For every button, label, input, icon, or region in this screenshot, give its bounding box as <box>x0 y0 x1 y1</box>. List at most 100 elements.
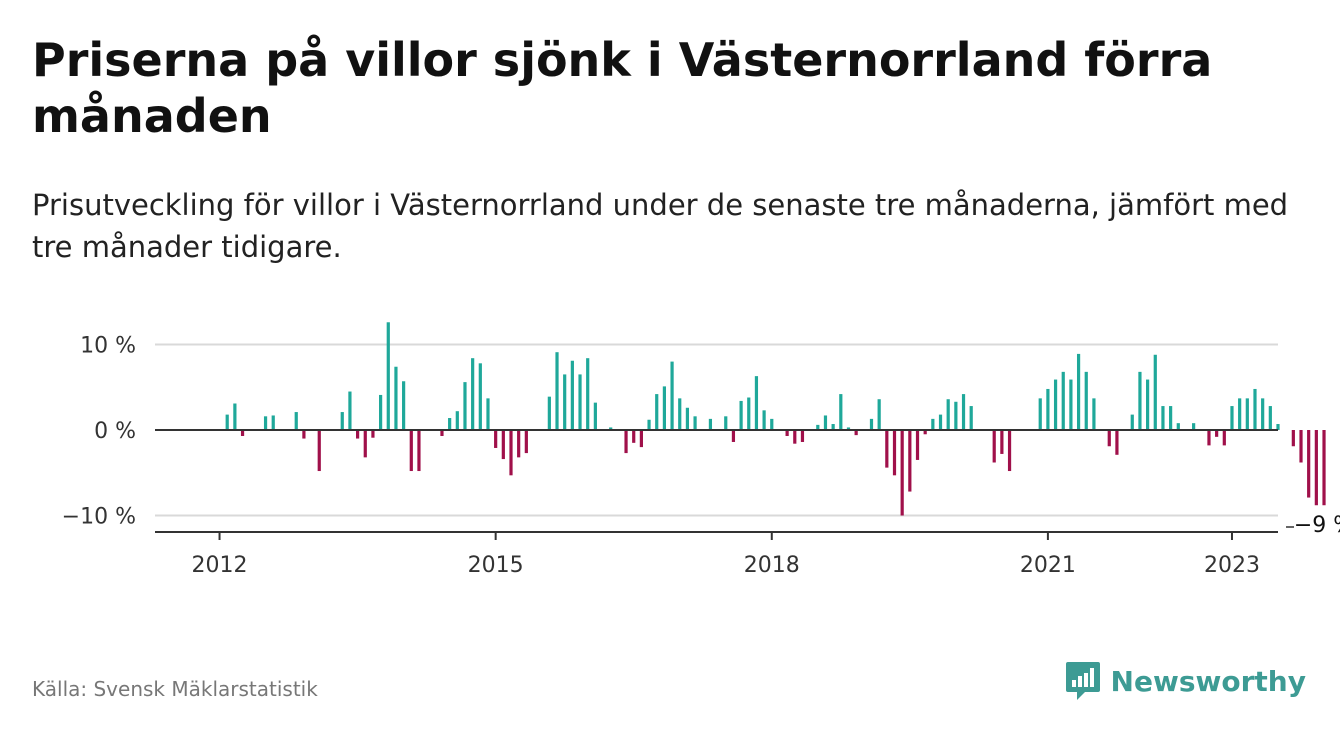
bar <box>869 418 874 430</box>
bar <box>478 363 482 430</box>
bar <box>1176 423 1180 430</box>
bar <box>1053 379 1058 430</box>
bar <box>471 358 475 430</box>
bar <box>908 430 912 492</box>
chart-subtitle: Prisutveckling för villor i Västernorrla… <box>32 188 1289 264</box>
bar <box>1322 430 1326 506</box>
bar <box>547 396 551 430</box>
bar <box>402 381 406 430</box>
bar-chart: 10 % 0 % −10 % 2012 2015 2018 2021 2023 −9 % <box>62 322 1340 578</box>
bar <box>233 403 237 431</box>
bar <box>762 410 766 430</box>
bar <box>816 424 820 430</box>
bar <box>1107 430 1111 447</box>
bar <box>448 418 452 430</box>
bar <box>348 391 352 431</box>
bar <box>655 394 659 430</box>
bar <box>938 414 943 430</box>
bar <box>363 430 367 458</box>
bar <box>240 430 245 436</box>
bar <box>555 352 559 430</box>
bar <box>770 418 774 430</box>
bar <box>1138 371 1142 430</box>
x-tick-label: 2012 <box>192 553 248 578</box>
bar <box>923 430 927 435</box>
bar <box>340 412 344 431</box>
bar <box>263 416 268 430</box>
bar <box>961 394 966 430</box>
bar <box>1146 379 1150 430</box>
bar <box>877 399 881 430</box>
bar <box>386 322 390 430</box>
bar <box>1076 353 1081 430</box>
bar <box>1115 430 1119 455</box>
x-tick-label: 2021 <box>1020 553 1076 578</box>
bar <box>854 430 858 436</box>
bar <box>1222 430 1226 446</box>
bars-layer <box>225 322 1326 516</box>
bar <box>586 358 590 430</box>
bar <box>685 407 690 430</box>
bar <box>524 430 528 454</box>
bar <box>946 399 950 430</box>
bar <box>379 394 383 430</box>
bar <box>662 386 666 430</box>
bar <box>570 360 574 430</box>
bar <box>1000 430 1004 454</box>
y-tick-label: 0 % <box>94 419 136 444</box>
x-tick-label: 2018 <box>744 553 800 578</box>
bar <box>394 366 398 430</box>
bar <box>1153 354 1157 430</box>
bar <box>670 361 674 430</box>
bar <box>317 430 321 472</box>
bar <box>271 415 275 431</box>
bar <box>931 418 935 430</box>
bar <box>1299 430 1303 463</box>
bar <box>1069 379 1073 430</box>
bar <box>1276 424 1280 431</box>
bar <box>1215 430 1219 437</box>
bar <box>1046 388 1050 430</box>
grid-layer <box>155 343 1278 517</box>
bar <box>708 418 713 430</box>
newsworthy-logo-icon <box>1065 662 1100 700</box>
bar <box>1130 414 1134 430</box>
bar <box>294 412 298 431</box>
bar <box>969 406 973 430</box>
y-tick-label: 10 % <box>80 334 136 359</box>
bar <box>900 430 904 516</box>
bar <box>839 394 843 430</box>
bar <box>417 430 421 472</box>
y-tick-label: −10 % <box>62 505 136 530</box>
bar <box>593 402 597 430</box>
bar <box>356 430 360 439</box>
label-layer: 10 % 0 % −10 % 2012 2015 2018 2021 2023 −9 % <box>62 334 1340 578</box>
bar <box>302 430 306 439</box>
bar <box>846 427 851 430</box>
bar <box>578 374 582 430</box>
brand-logo[interactable]: Newsworthy <box>1065 660 1306 702</box>
bar <box>563 374 567 430</box>
bar <box>915 430 920 460</box>
bar <box>693 416 697 430</box>
bar <box>1169 406 1173 430</box>
last-value-bg <box>1294 509 1340 535</box>
bar <box>1207 430 1211 446</box>
bar <box>1291 430 1295 447</box>
bar <box>992 430 996 463</box>
bar <box>1238 398 1242 430</box>
last-value-label: −9 % <box>1294 513 1340 538</box>
brand-name: Newsworthy <box>1110 664 1306 698</box>
x-tick-label: 2023 <box>1204 553 1260 578</box>
bar <box>1038 398 1042 430</box>
bar <box>371 430 375 438</box>
bar <box>409 430 413 472</box>
axis-layer <box>155 429 1278 540</box>
bar <box>509 430 513 476</box>
bar <box>754 376 759 430</box>
bar <box>225 414 229 430</box>
chart-title: Priserna på villor sjönk i Västernorrlan… <box>32 33 1213 143</box>
bar <box>1245 398 1249 430</box>
bar <box>1192 423 1196 430</box>
bar <box>731 430 736 442</box>
